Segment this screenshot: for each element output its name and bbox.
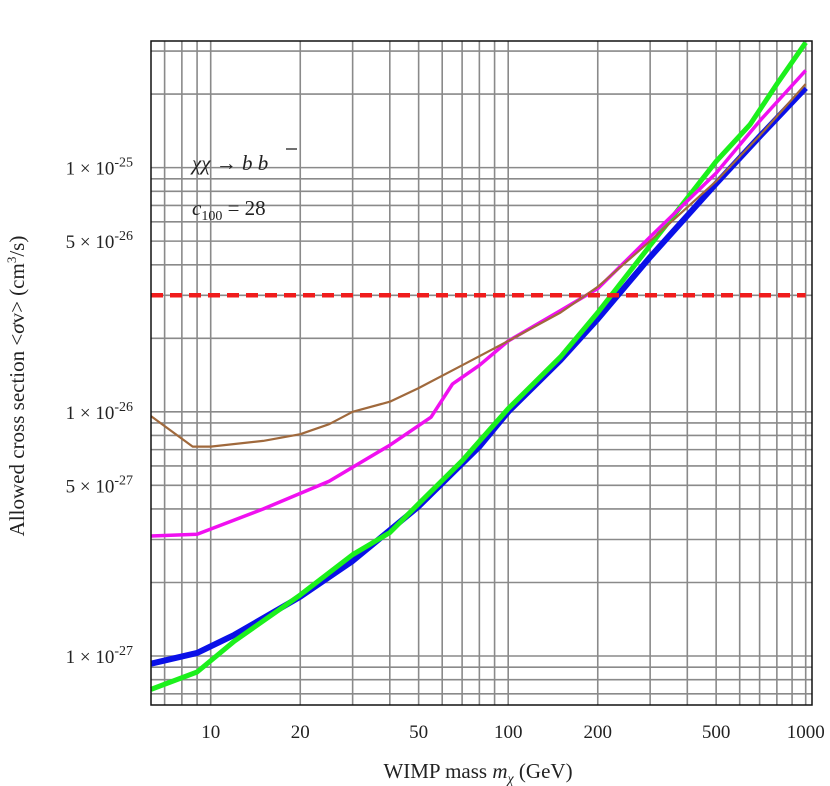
y-tick-label: 1 × 10-25 — [66, 156, 133, 180]
grid — [151, 41, 812, 705]
x-tick-label: 20 — [291, 722, 310, 743]
svg-text:χχ → b b: χχ → b b — [190, 151, 268, 175]
series-brown-line — [150, 83, 807, 448]
y-tick-label: 5 × 10-26 — [66, 229, 133, 253]
series-blue-line — [150, 85, 808, 667]
x-tick-label: 100 — [494, 722, 523, 743]
y-tick-label: 1 × 10-27 — [66, 644, 133, 668]
x-tick-label: 200 — [584, 722, 613, 743]
x-tick-label: 50 — [409, 722, 428, 743]
plot-frame — [150, 40, 813, 706]
x-tick-label: 1000 — [787, 722, 825, 743]
svg-text:c100 = 28: c100 = 28 — [192, 196, 266, 224]
x-axis-label: WIMP mass mχ (GeV) — [383, 759, 572, 786]
tick-labels: 10 20 50 100 200 500 1000 1 × 10-27 5 × 10-27 1 ×… — [66, 156, 825, 743]
x-tick-label: 500 — [702, 722, 731, 743]
y-tick-label: 5 × 10-27 — [66, 473, 133, 497]
x-tick-label: 10 — [201, 722, 220, 743]
series-magenta-line — [150, 69, 807, 538]
y-tick-label: 1 × 10-26 — [66, 400, 133, 424]
annotation: χχ → b b c100 = 28 — [190, 148, 297, 224]
y-axis-label: Allowed cross section <σv> (cm3/s) — [4, 236, 29, 537]
series — [150, 41, 808, 692]
series-green-line — [150, 41, 808, 692]
